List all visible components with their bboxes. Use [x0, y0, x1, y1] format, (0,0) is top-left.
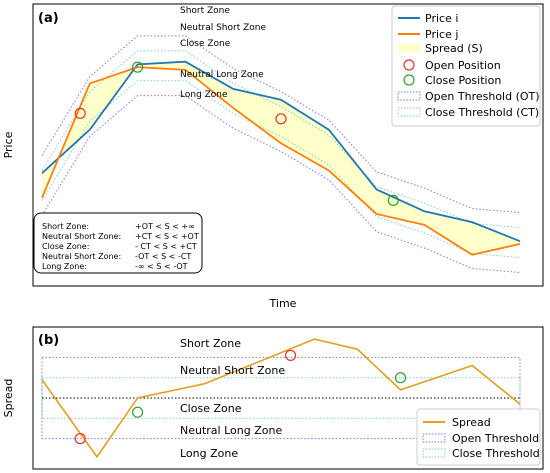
legend-b-label-close-threshold: Close Threshold: [452, 447, 540, 460]
legend-swatch-close-position: [403, 74, 415, 86]
formula-rule-5: -∞ < S < -OT: [135, 262, 188, 271]
close-position-marker-2: [387, 194, 399, 206]
panel-a-legend: Price i Price j Spread (S) Open Position…: [391, 5, 541, 127]
legend-b-frame: [416, 408, 541, 466]
formula-zone-2: Neutral Short Zone:: [42, 232, 121, 241]
price-lines: [41, 60, 521, 256]
formula-box-frame: [33, 212, 203, 274]
formula-rule-4: -OT < S < -CT: [135, 252, 191, 261]
legend-swatch-open-position: [403, 59, 415, 71]
legend-label-price-j: Price j: [425, 28, 458, 41]
threshold-bands: [41, 35, 521, 273]
zone-label-neutral-long-zone: Neutral Long Zone: [180, 70, 264, 80]
spread-fill-area: [42, 61, 520, 255]
legend-label-price-i: Price i: [425, 12, 458, 25]
panel-a-label: (a): [38, 11, 59, 26]
legend-b-label-open-threshold: Open Threshold: [452, 432, 539, 445]
open-threshold-lower: [41, 95, 521, 273]
threshold-rects: [41, 356, 521, 440]
formula-zone-3: Close Zone:: [42, 242, 89, 251]
close-position-marker-1: [132, 61, 144, 73]
spread-fill: [42, 61, 520, 255]
formula-zone-4: Neutral Short Zone:: [42, 252, 121, 261]
spread-line-path: [41, 338, 521, 459]
formula-rule-1: +OT < S < +∞: [135, 222, 195, 231]
zone-label-close-zone: Close Zone: [180, 39, 231, 49]
close-threshold-upper: [41, 50, 521, 229]
legend-label-open-threshold: Open Threshold (OT): [425, 90, 540, 103]
legend-label-spread: Spread (S): [425, 42, 483, 55]
x-axis-label: Time: [269, 297, 297, 310]
spread-open-marker-1: [74, 433, 86, 445]
zone-labels: Short Zone Neutral Short Zone Close Zone Ne…: [180, 6, 266, 100]
spread-markers: [74, 349, 407, 445]
legend-b-label-spread: Spread: [452, 416, 491, 429]
formula-zone-1: Short Zone:: [42, 222, 89, 231]
panel-a-frame: [32, 3, 544, 287]
zone-formula-box: Short Zone: +OT < S < +∞ Neutral Short Zon…: [33, 212, 203, 274]
panel-b-legend: Spread Open Threshold Close Threshold: [416, 408, 541, 466]
close-threshold-lower: [41, 80, 521, 259]
spread-zone-label-neutral-long-zone: Neutral Long Zone: [180, 424, 282, 437]
formula-rule-3: - CT < S < +CT: [135, 242, 197, 251]
formula-zone-5: Long Zone:: [42, 262, 87, 271]
legend-swatch-spread: [398, 44, 420, 52]
spread-open-marker-2: [284, 349, 297, 361]
formula-lines: Short Zone: +OT < S < +∞ Neutral Short Zon…: [42, 222, 199, 271]
y-axis-label-price: Price: [2, 131, 15, 158]
spread-zone-label-neutral-short-zone: Neutral Short Zone: [180, 364, 285, 377]
legend-frame: [391, 5, 541, 127]
spread-zone-label-long-zone: Long Zone: [180, 447, 238, 460]
spread-zone-label-short-zone: Short Zone: [180, 337, 241, 350]
y-axis-label-spread: Spread: [2, 379, 15, 418]
spread-close-marker-2: [394, 372, 407, 384]
zone-label-neutral-short-zone: Neutral Short Zone: [180, 23, 266, 33]
open-position-marker-1: [74, 107, 86, 119]
open-position-marker-2: [275, 113, 287, 125]
spread-zone-label-close-zone: Close Zone: [180, 402, 242, 415]
position-markers: [74, 61, 399, 206]
formula-rule-2: +CT < S < +OT: [135, 232, 199, 241]
spread-close-marker-1: [132, 406, 144, 418]
panel-a: (a) Time Price Short Zone Neutral Short Z…: [2, 3, 544, 310]
zone-label-long-zone: Long Zone: [180, 90, 228, 100]
panel-b-frame: [32, 326, 544, 470]
panel-b-label: (b): [38, 333, 59, 348]
open-threshold-upper: [41, 35, 521, 214]
legend-label-close-position: Close Position: [425, 74, 501, 87]
spread-line: [41, 338, 521, 459]
legend-label-open-position: Open Position: [425, 59, 501, 72]
close-threshold-rect: [41, 377, 521, 419]
price-i-line: [41, 60, 521, 243]
panel-b: (b) Spread Short Zone Neutral Short Zone C…: [2, 326, 544, 470]
price-j-line: [41, 66, 521, 256]
legend-label-close-threshold: Close Threshold (CT): [425, 106, 539, 119]
spread-zone-labels: Short Zone Neutral Short Zone Close Zone Ne…: [180, 337, 285, 460]
zone-label-short-zone: Short Zone: [180, 6, 230, 16]
